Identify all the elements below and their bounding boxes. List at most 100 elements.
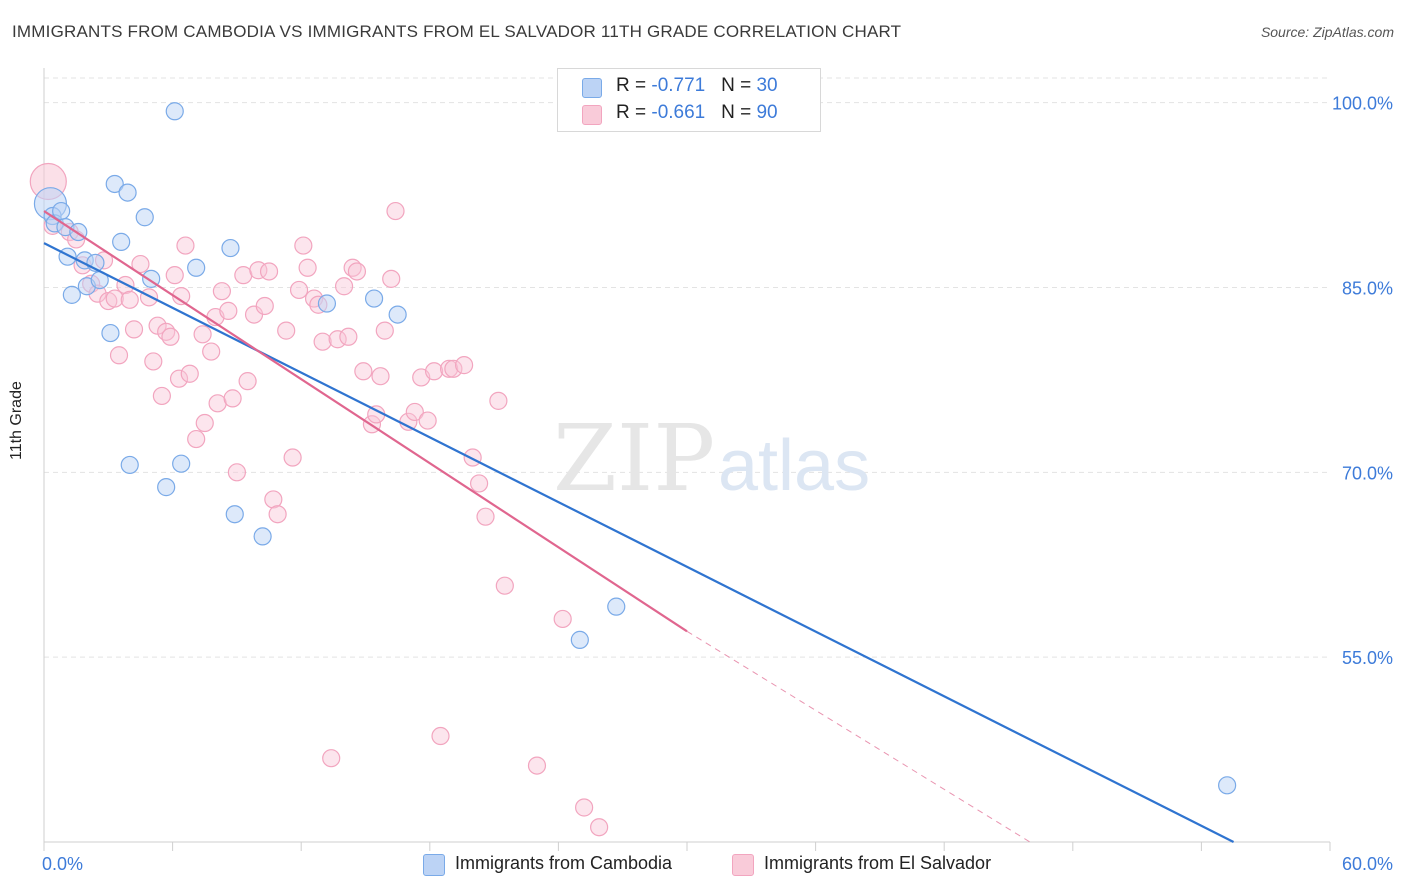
stats-legend: R = -0.771 N = 30 R = -0.661 N = 90 — [557, 68, 821, 132]
tick-labels: 55.0% 70.0% 85.0% 100.0% 0.0% 60.0% — [42, 94, 1393, 874]
r-value: -0.661 — [651, 102, 706, 123]
elsalvador-point — [238, 372, 257, 391]
elsalvador-point — [223, 389, 242, 408]
elsalvador-point — [105, 289, 124, 308]
x-tick-label-min: 0.0% — [42, 854, 83, 874]
cambodia-point — [172, 454, 191, 473]
watermark-zip: ZIP — [553, 405, 715, 512]
trend-lines — [43, 210, 1235, 843]
elsalvador-point — [489, 391, 508, 410]
cambodia-point — [1218, 776, 1237, 795]
elsalvador-point — [169, 369, 189, 388]
elsalvador-point — [469, 474, 489, 493]
elsalvador-point — [476, 507, 495, 526]
cambodia-point — [52, 201, 71, 221]
elsalvador-point — [180, 364, 199, 383]
watermark: ZIP atlas — [553, 405, 870, 512]
cambodia-point — [165, 102, 184, 121]
elsalvador-point — [322, 749, 341, 768]
elsalvador-trend-line — [43, 210, 688, 633]
elsalvador-point — [131, 254, 150, 274]
r-label: R = — [616, 75, 652, 96]
elsalvador-point — [495, 576, 514, 595]
cambodia-point — [62, 285, 81, 304]
elsalvador-point — [193, 325, 212, 344]
elsalvador-point — [212, 282, 231, 301]
cambodia-point — [253, 527, 272, 546]
cambodia-point — [187, 258, 206, 277]
cambodia-point — [120, 455, 139, 475]
cambodia-point — [364, 289, 384, 308]
y-tick-label-1: 70.0% — [1342, 463, 1393, 483]
elsalvador-point — [227, 463, 246, 482]
cambodia-point — [105, 174, 124, 194]
elsalvador-point — [347, 262, 367, 281]
cambodia-point — [112, 232, 131, 251]
cambodia-point — [135, 208, 154, 227]
elsalvador-point — [375, 321, 394, 340]
elsalvador-point — [202, 342, 221, 361]
elsalvador-point — [424, 362, 444, 381]
cambodia-point — [317, 294, 337, 313]
y-tick-label-3: 100.0% — [1332, 94, 1393, 114]
y-tick-label-2: 85.0% — [1342, 278, 1393, 298]
cambodia-point — [118, 183, 137, 202]
elsalvador-point — [259, 262, 279, 281]
cambodia-point — [221, 238, 240, 258]
elsalvador-point — [152, 386, 171, 406]
cambodia-point — [101, 323, 120, 343]
elsalvador-point — [161, 327, 180, 346]
elsalvador-point — [328, 330, 347, 349]
n-value: 90 — [756, 102, 778, 123]
x-tick-label-max: 60.0% — [1342, 854, 1393, 874]
elsalvador-point — [298, 258, 317, 277]
cambodia-legend-swatch — [423, 854, 445, 876]
elsalvador-trend-extension — [686, 630, 1031, 843]
elsalvador-point — [334, 277, 354, 296]
cambodia-point — [570, 630, 589, 650]
series-cambodia-points — [33, 102, 1237, 795]
elsalvador-point — [454, 356, 474, 375]
elsalvador-point — [283, 448, 302, 467]
elsalvador-point — [590, 818, 609, 837]
elsalvador-point — [444, 359, 463, 378]
elsalvador-point — [219, 301, 238, 320]
cambodia-point — [157, 478, 176, 497]
elsalvador-point — [124, 320, 144, 339]
elsalvador-point — [268, 505, 287, 524]
elsalvador-swatch — [582, 105, 602, 125]
n-label: N = — [721, 75, 757, 96]
elsalvador-point — [277, 321, 296, 340]
cambodia-point — [607, 597, 626, 616]
cambodia-point — [388, 305, 407, 324]
elsalvador-point — [144, 352, 163, 371]
elsalvador-point — [405, 402, 424, 422]
elsalvador-point — [109, 346, 129, 365]
series-elsalvador-points — [29, 162, 609, 837]
elsalvador-point — [575, 798, 594, 817]
chart-title: IMMIGRANTS FROM CAMBODIA VS IMMIGRANTS F… — [12, 22, 902, 41]
elsalvador-point — [176, 236, 195, 255]
elsalvador-point — [234, 266, 253, 285]
r-label: R = — [616, 102, 652, 123]
n-label: N = — [721, 102, 757, 123]
source-credit: Source: ZipAtlas.com — [1260, 24, 1394, 40]
cambodia-point — [225, 505, 244, 524]
legend-label: Immigrants from Cambodia — [455, 853, 673, 873]
elsalvador-point — [195, 413, 214, 433]
elsalvador-point — [354, 362, 373, 381]
elsalvador-point — [439, 359, 459, 378]
elsalvador-point — [371, 367, 390, 386]
elsalvador-point — [165, 266, 184, 285]
elsalvador-point — [386, 201, 405, 221]
elsalvador-point — [527, 756, 547, 775]
elsalvador-point — [120, 290, 139, 309]
elsalvador-point — [339, 327, 358, 346]
cambodia-point — [58, 247, 77, 266]
elsalvador-point — [264, 490, 283, 509]
y-axis-label: 11th Grade — [8, 381, 25, 460]
elsalvador-point — [208, 394, 227, 413]
legend-label: Immigrants from El Salvador — [764, 853, 992, 873]
watermark-atlas: atlas — [718, 426, 870, 506]
